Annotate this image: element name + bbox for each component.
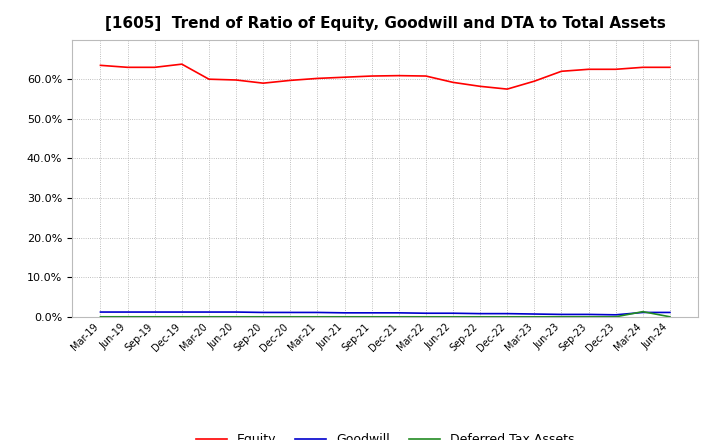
- Deferred Tax Assets: [476, 314, 485, 319]
- Goodwill: [259, 310, 268, 315]
- Goodwill: [503, 311, 511, 316]
- Goodwill: [96, 309, 105, 315]
- Deferred Tax Assets: [503, 314, 511, 319]
- Deferred Tax Assets: [232, 314, 240, 319]
- Deferred Tax Assets: [665, 314, 674, 319]
- Deferred Tax Assets: [150, 314, 159, 319]
- Goodwill: [123, 309, 132, 315]
- Deferred Tax Assets: [395, 314, 403, 319]
- Deferred Tax Assets: [96, 314, 105, 319]
- Equity: [421, 73, 430, 79]
- Equity: [150, 65, 159, 70]
- Equity: [611, 66, 620, 72]
- Equity: [178, 62, 186, 67]
- Goodwill: [286, 310, 294, 315]
- Deferred Tax Assets: [530, 314, 539, 319]
- Goodwill: [449, 311, 457, 316]
- Equity: [557, 69, 566, 74]
- Goodwill: [530, 312, 539, 317]
- Goodwill: [557, 312, 566, 317]
- Deferred Tax Assets: [639, 309, 647, 314]
- Equity: [639, 65, 647, 70]
- Goodwill: [639, 310, 647, 315]
- Line: Equity: Equity: [101, 64, 670, 89]
- Equity: [259, 81, 268, 86]
- Equity: [123, 65, 132, 70]
- Equity: [341, 74, 349, 80]
- Equity: [286, 78, 294, 83]
- Equity: [476, 84, 485, 89]
- Deferred Tax Assets: [259, 314, 268, 319]
- Deferred Tax Assets: [204, 314, 213, 319]
- Goodwill: [232, 309, 240, 315]
- Goodwill: [665, 310, 674, 315]
- Equity: [503, 86, 511, 92]
- Title: [1605]  Trend of Ratio of Equity, Goodwill and DTA to Total Assets: [1605] Trend of Ratio of Equity, Goodwil…: [105, 16, 665, 32]
- Deferred Tax Assets: [341, 314, 349, 319]
- Goodwill: [476, 311, 485, 316]
- Deferred Tax Assets: [367, 314, 376, 319]
- Equity: [584, 66, 593, 72]
- Goodwill: [204, 309, 213, 315]
- Deferred Tax Assets: [584, 314, 593, 319]
- Goodwill: [611, 312, 620, 317]
- Goodwill: [150, 309, 159, 315]
- Equity: [665, 65, 674, 70]
- Equity: [367, 73, 376, 79]
- Goodwill: [421, 311, 430, 316]
- Deferred Tax Assets: [557, 314, 566, 319]
- Equity: [449, 80, 457, 85]
- Equity: [313, 76, 322, 81]
- Deferred Tax Assets: [286, 314, 294, 319]
- Line: Goodwill: Goodwill: [101, 312, 670, 315]
- Line: Deferred Tax Assets: Deferred Tax Assets: [101, 312, 670, 317]
- Goodwill: [584, 312, 593, 317]
- Deferred Tax Assets: [123, 314, 132, 319]
- Goodwill: [341, 310, 349, 315]
- Deferred Tax Assets: [611, 314, 620, 319]
- Deferred Tax Assets: [449, 314, 457, 319]
- Legend: Equity, Goodwill, Deferred Tax Assets: Equity, Goodwill, Deferred Tax Assets: [191, 429, 580, 440]
- Equity: [232, 77, 240, 83]
- Deferred Tax Assets: [313, 314, 322, 319]
- Equity: [395, 73, 403, 78]
- Equity: [96, 62, 105, 68]
- Equity: [204, 77, 213, 82]
- Deferred Tax Assets: [421, 314, 430, 319]
- Deferred Tax Assets: [178, 314, 186, 319]
- Goodwill: [367, 310, 376, 315]
- Equity: [530, 78, 539, 84]
- Goodwill: [395, 310, 403, 315]
- Goodwill: [178, 309, 186, 315]
- Goodwill: [313, 310, 322, 315]
